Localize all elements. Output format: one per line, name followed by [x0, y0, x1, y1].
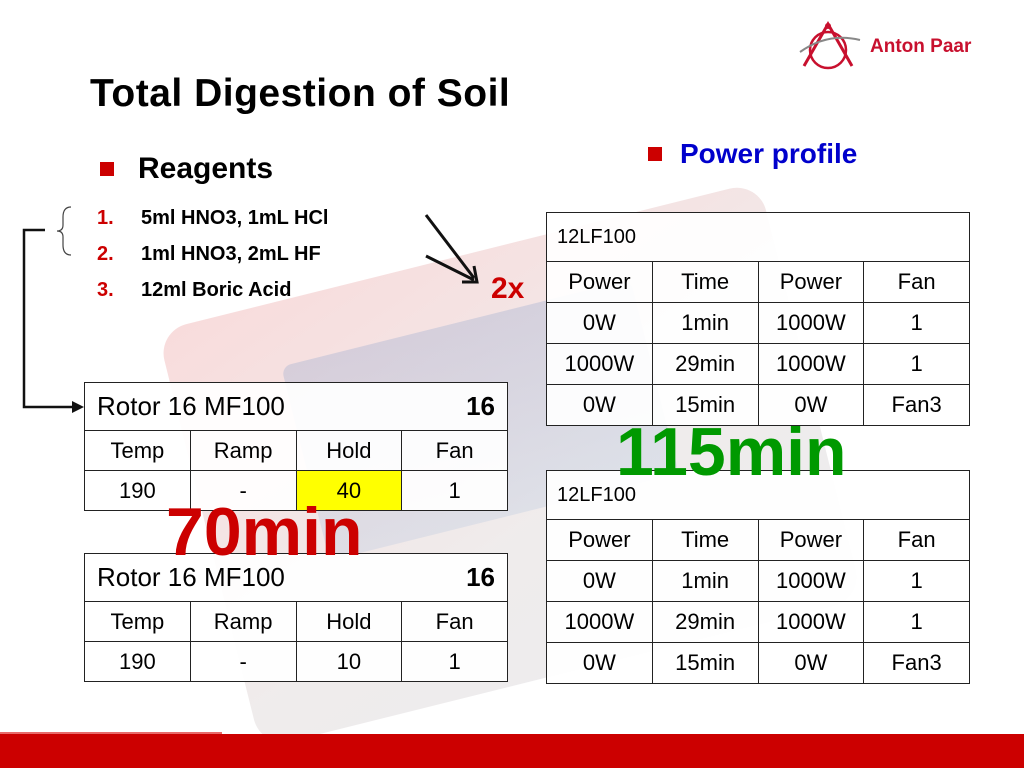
reagent-list: 1. 5ml HNO3, 1mL HCl 2. 1ml HNO3, 2mL HF… — [97, 200, 328, 308]
table-cell: 0W — [546, 384, 653, 426]
column-header: Fan — [863, 519, 970, 561]
rotor-name: Rotor 16 MF100 — [97, 391, 285, 421]
table-cell: 10 — [295, 641, 403, 682]
column-header: Power — [757, 261, 865, 303]
table-cell: 1min — [651, 302, 759, 344]
column-header: Time — [651, 519, 759, 561]
rotor-count: 16 — [466, 391, 495, 421]
table-cell: 0W — [546, 302, 653, 344]
rotor-count: 16 — [466, 562, 495, 592]
table-cell: 1000W — [546, 343, 653, 385]
list-item: 1. 5ml HNO3, 1mL HCl — [97, 200, 328, 236]
profile-table-caption: 12LF100 — [546, 470, 970, 520]
table-cell: 1000W — [757, 560, 865, 602]
list-item-text: 5ml HNO3, 1mL HCl — [141, 206, 329, 229]
table-cell: 29min — [651, 343, 759, 385]
list-item-number: 2. — [97, 242, 114, 265]
anton-paar-logo: Anton Paar — [798, 18, 1013, 76]
list-item-text: 1ml HNO3, 2mL HF — [141, 242, 321, 265]
list-item: 3. 12ml Boric Acid — [97, 272, 328, 308]
column-header: Ramp — [189, 601, 297, 642]
table-cell: 29min — [651, 601, 759, 643]
square-bullet-icon — [648, 147, 662, 161]
bracket-arrow-head — [72, 401, 84, 413]
square-bullet-icon — [100, 162, 114, 176]
column-header: Temp — [84, 601, 191, 642]
table-cell: 0W — [757, 642, 865, 684]
multiplier-label: 2x — [491, 272, 525, 305]
rotor-table-caption: Rotor 16 MF100 16 — [84, 382, 508, 431]
list-item-number: 1. — [97, 206, 114, 229]
table-cell: 1000W — [757, 343, 865, 385]
table-cell: 1 — [401, 470, 508, 511]
table-cell: 1000W — [757, 601, 865, 643]
power-profile-bullet: Power profile — [648, 138, 857, 170]
table-cell: 0W — [546, 642, 653, 684]
table-cell: 15min — [651, 384, 759, 426]
table-cell: 1 — [863, 560, 970, 602]
table-cell: 15min — [651, 642, 759, 684]
table-row: 1000W 29min 1000W 1 — [546, 601, 970, 643]
column-header: Ramp — [189, 430, 297, 471]
table-cell: 0W — [546, 560, 653, 602]
reagents-heading: Reagents — [138, 152, 274, 185]
power-profile-table-2: 12LF100 Power Time Power Fan 0W 1min 100… — [546, 470, 970, 684]
column-header: Power — [546, 261, 653, 303]
logo-icon — [799, 20, 861, 70]
rotor-table-1: Rotor 16 MF100 16 Temp Ramp Hold Fan 190… — [84, 382, 508, 511]
table-row: 0W 15min 0W Fan3 — [546, 384, 970, 426]
table-row: 190 - 40 1 — [84, 470, 508, 511]
table-cell: 1000W — [546, 601, 653, 643]
power-profile-heading: Power profile — [680, 138, 858, 169]
rotor-table-caption: Rotor 16 MF100 16 — [84, 553, 508, 602]
highlighted-hold-cell: 40 — [295, 470, 403, 511]
column-header: Power — [757, 519, 865, 561]
rotor-table-2: Rotor 16 MF100 16 Temp Ramp Hold Fan 190… — [84, 553, 508, 682]
column-header: Hold — [295, 601, 403, 642]
logo-text: Anton Paar — [870, 36, 972, 57]
table-row: 1000W 29min 1000W 1 — [546, 343, 970, 385]
profile-table-caption: 12LF100 — [546, 212, 970, 262]
table-cell: Fan3 — [863, 642, 970, 684]
table-cell: 1min — [651, 560, 759, 602]
table-cell: Fan3 — [863, 384, 970, 426]
column-header: Temp — [84, 430, 191, 471]
table-cell: - — [189, 641, 297, 682]
slide-title: Total Digestion of Soil — [90, 72, 511, 115]
table-cell: - — [189, 470, 297, 511]
profile-total-time: 115min — [616, 414, 847, 490]
power-profile-table-1: 12LF100 Power Time Power Fan 0W 1min 100… — [546, 212, 970, 426]
table-row: 0W 15min 0W Fan3 — [546, 642, 970, 684]
table-cell: 1000W — [757, 302, 865, 344]
table-row: 0W 1min 1000W 1 — [546, 302, 970, 344]
footer-bar — [0, 734, 1024, 768]
column-header: Hold — [295, 430, 403, 471]
curly-brace-icon — [56, 206, 72, 256]
reagents-bullet: Reagents — [100, 152, 273, 186]
list-item-text: 12ml Boric Acid — [141, 278, 292, 301]
list-item-number: 3. — [97, 278, 114, 301]
column-header: Fan — [863, 261, 970, 303]
table-cell: 1 — [863, 343, 970, 385]
list-item: 2. 1ml HNO3, 2mL HF — [97, 236, 328, 272]
table-row: 190 - 10 1 — [84, 641, 508, 682]
column-header: Time — [651, 261, 759, 303]
rotor-total-time: 70min — [166, 494, 363, 570]
column-header: Power — [546, 519, 653, 561]
table-row: 0W 1min 1000W 1 — [546, 560, 970, 602]
table-cell: 1 — [401, 641, 508, 682]
table-cell: 190 — [84, 641, 191, 682]
column-header: Fan — [401, 430, 508, 471]
column-header: Fan — [401, 601, 508, 642]
table-cell: 1 — [863, 302, 970, 344]
table-cell: 190 — [84, 470, 191, 511]
table-cell: 1 — [863, 601, 970, 643]
footer-accent-line — [0, 732, 222, 734]
rotor-name: Rotor 16 MF100 — [97, 562, 285, 592]
